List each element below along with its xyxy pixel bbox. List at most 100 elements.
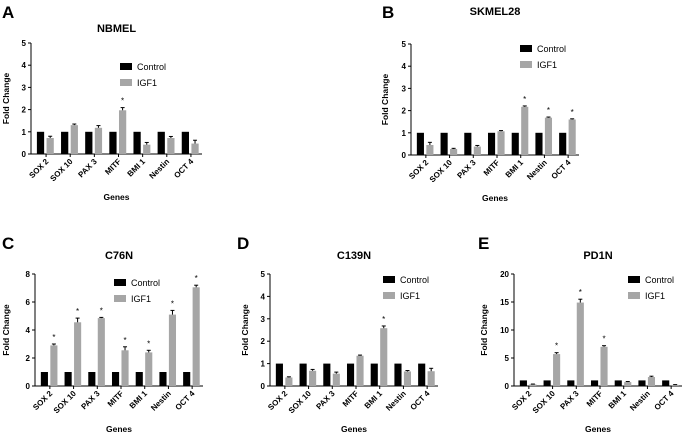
y-axis-title: Fold Change: [240, 304, 250, 356]
x-axis-title: Genes: [106, 424, 132, 432]
x-tick-label: MITF: [341, 389, 361, 409]
bar-igf1: [427, 371, 435, 386]
x-tick-label: BMI 1: [607, 389, 629, 411]
y-tick-label: 1: [261, 360, 266, 369]
bar-control: [440, 132, 448, 155]
y-tick-label: 1: [22, 128, 27, 137]
bar-igf1: [191, 143, 199, 154]
bar-igf1: [450, 149, 458, 155]
legend-label-igf1: IGF1: [131, 294, 151, 304]
y-tick-label: 0: [22, 150, 27, 159]
x-tick-label: BMI 1: [504, 158, 526, 180]
bar-igf1: [553, 354, 561, 386]
bar-igf1: [97, 318, 105, 386]
y-axis-title: Fold Change: [1, 304, 11, 356]
bar-igf1: [576, 302, 584, 386]
bar-igf1: [497, 131, 505, 155]
bar-igf1: [521, 106, 529, 155]
panel-letter: D: [237, 234, 249, 253]
x-tick-label: MITF: [103, 157, 123, 177]
bar-control: [111, 372, 120, 386]
bar-control: [662, 380, 670, 386]
x-tick-label: SOX 10: [287, 389, 314, 416]
significance-marker: *: [555, 342, 558, 351]
legend-swatch-control: [383, 276, 395, 283]
significance-marker: *: [123, 336, 126, 345]
panel-letter: A: [2, 3, 14, 22]
y-tick-label: 3: [261, 315, 266, 324]
significance-marker: *: [100, 306, 103, 315]
legend-label-control: Control: [131, 278, 160, 288]
bar-control: [638, 380, 646, 386]
significance-marker: *: [52, 333, 55, 342]
bar-control: [88, 372, 96, 386]
legend-swatch-igf1: [628, 292, 640, 299]
y-axis-title: Fold Change: [380, 74, 390, 126]
chart-title: PD1N: [583, 250, 612, 262]
bar-control: [85, 131, 93, 154]
bar-control: [181, 131, 189, 154]
y-tick-label: 4: [26, 326, 31, 335]
bar-igf1: [647, 377, 656, 386]
y-tick-label: 2: [261, 337, 266, 346]
y-tick-label: 3: [402, 84, 407, 93]
y-tick-label: 0: [402, 151, 407, 160]
panel-letter: B: [382, 3, 394, 22]
x-tick-label: Nestin: [149, 389, 173, 413]
legend-swatch-igf1: [520, 61, 532, 68]
bar-control: [487, 132, 496, 155]
legend-swatch-control: [114, 279, 126, 286]
x-tick-label: PAX 3: [79, 389, 102, 412]
y-tick-label: 3: [22, 83, 27, 92]
bar-control: [135, 372, 143, 386]
y-tick-label: 20: [500, 270, 509, 279]
bar-control: [323, 363, 331, 386]
bar-igf1: [94, 127, 103, 154]
bar-igf1: [426, 145, 434, 155]
significance-marker: *: [523, 95, 526, 104]
y-tick-label: 2: [402, 107, 407, 116]
bar-igf1: [624, 382, 632, 386]
x-tick-label: PAX 3: [314, 389, 337, 412]
bar-control: [61, 131, 69, 154]
x-tick-label: SOX 10: [52, 389, 79, 416]
x-tick-label: SOX 10: [531, 389, 558, 416]
bar-control: [40, 372, 48, 386]
y-tick-label: 0: [261, 382, 266, 391]
significance-marker: *: [195, 274, 198, 283]
bar-igf1: [285, 377, 293, 386]
bar-igf1: [167, 138, 175, 154]
legend-label-igf1: IGF1: [400, 291, 420, 301]
x-tick-label: OCT 4: [174, 389, 197, 412]
bar-igf1: [356, 355, 364, 386]
legend-label-igf1: IGF1: [645, 291, 665, 301]
x-tick-label: PAX 3: [455, 158, 478, 181]
bar-control: [614, 380, 622, 386]
y-axis-title: Fold Change: [1, 73, 11, 125]
x-tick-label: Nestin: [628, 389, 652, 413]
bar-control: [418, 363, 426, 386]
bar-igf1: [568, 119, 576, 155]
y-tick-label: 1: [402, 129, 407, 138]
legend-label-igf1: IGF1: [537, 60, 557, 70]
legend-swatch-igf1: [383, 292, 395, 299]
bar-igf1: [544, 117, 553, 155]
legend-label-control: Control: [645, 275, 674, 285]
bar-control: [299, 363, 307, 386]
x-tick-label: OCT 4: [550, 158, 573, 181]
bar-igf1: [46, 138, 54, 154]
x-tick-label: Nestin: [525, 158, 549, 182]
significance-marker: *: [382, 315, 385, 324]
legend-swatch-control: [520, 45, 532, 52]
bar-igf1: [529, 384, 537, 386]
bar-igf1: [118, 110, 127, 154]
bar-igf1: [70, 125, 78, 154]
x-tick-label: SOX 10: [428, 158, 455, 185]
bar-igf1: [309, 370, 317, 386]
significance-marker: *: [602, 335, 605, 344]
bar-control: [109, 131, 117, 154]
